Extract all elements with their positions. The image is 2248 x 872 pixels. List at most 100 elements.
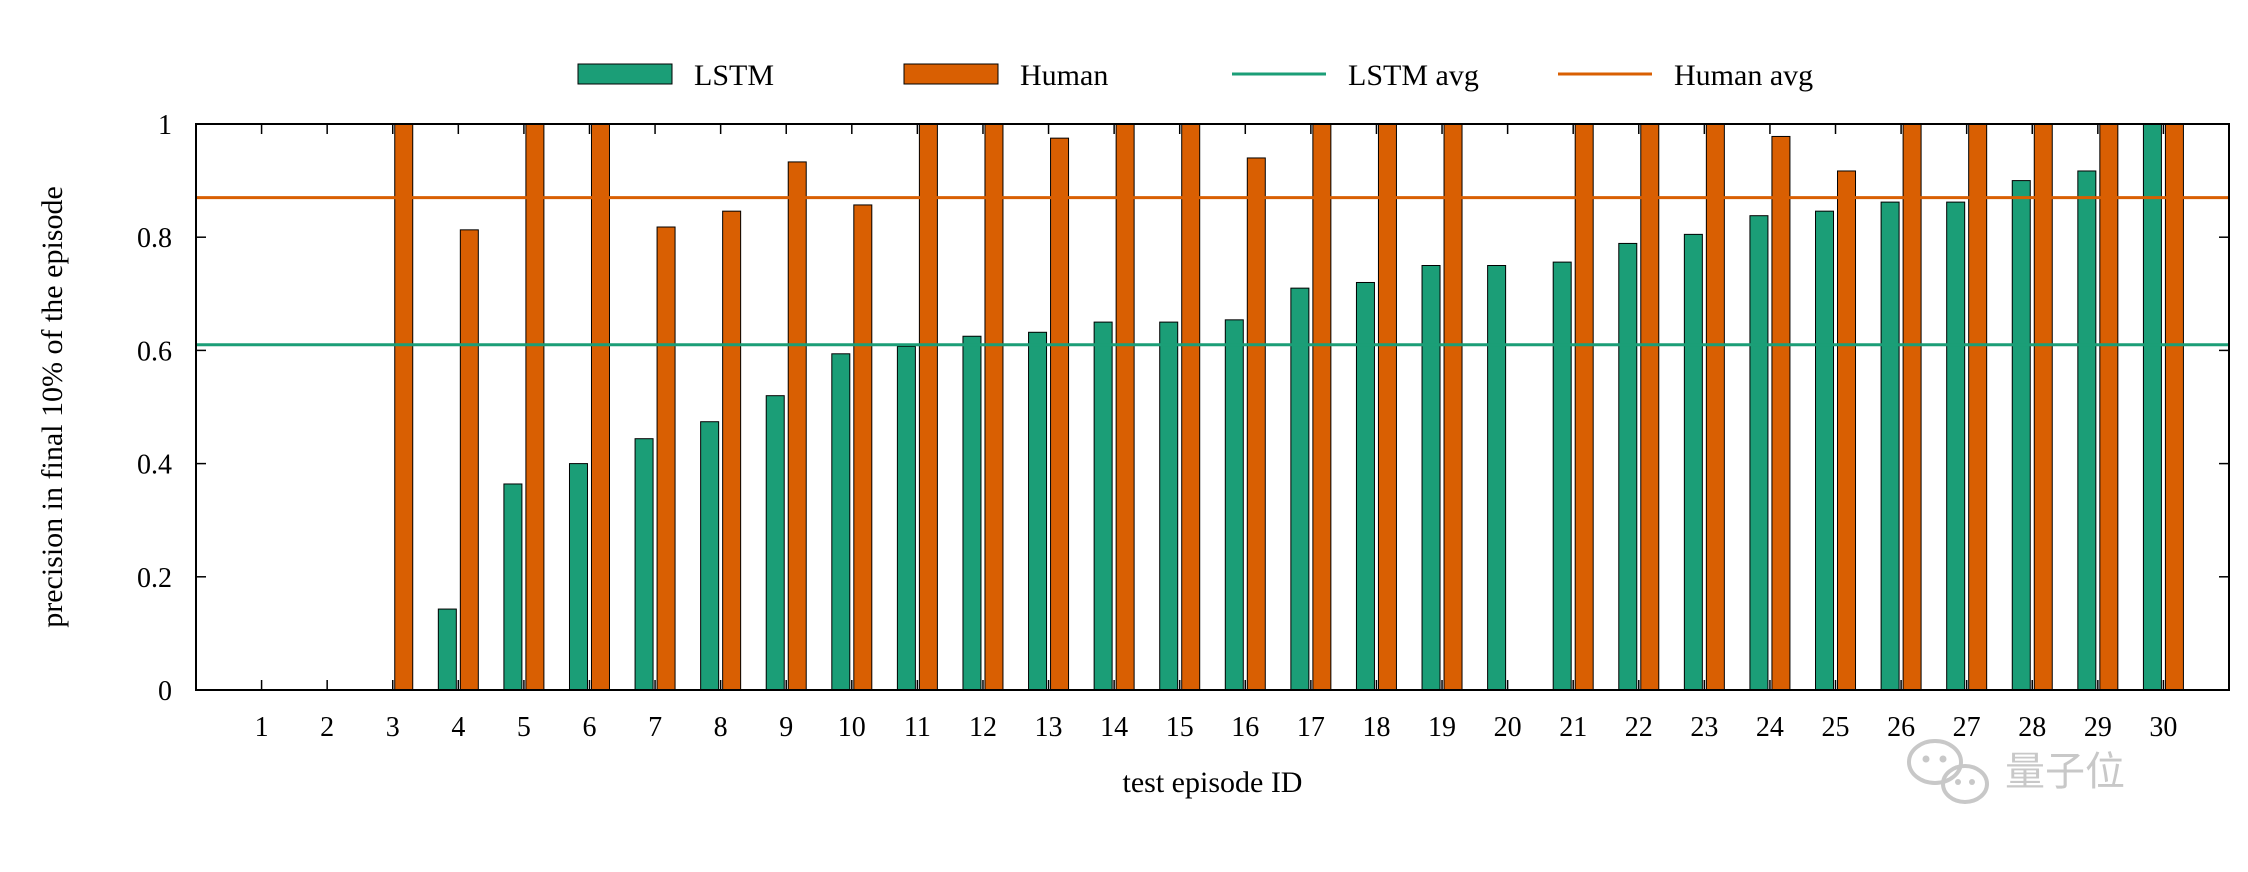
legend: LSTM Human LSTM avg Human avg xyxy=(577,59,1813,92)
bar-lstm-23 xyxy=(1683,233,1703,691)
bar-human-28 xyxy=(2033,123,2053,691)
bar-lstm-16 xyxy=(1224,319,1244,691)
bar-human-22 xyxy=(1640,123,1660,691)
x-tick-label: 3 xyxy=(386,712,400,743)
legend-label-lstm: LSTM xyxy=(694,59,774,92)
x-tick-label: 19 xyxy=(1428,712,1456,743)
bar-lstm-24 xyxy=(1749,215,1769,691)
bar-lstm-19 xyxy=(1421,265,1441,691)
legend-label-human-avg: Human avg xyxy=(1674,59,1813,92)
bar-lstm-27 xyxy=(1946,201,1966,691)
x-tick-label: 1 xyxy=(255,712,269,743)
bar-lstm-12 xyxy=(962,335,982,691)
bar-human-27 xyxy=(1968,123,1988,691)
x-tick-label: 26 xyxy=(1887,712,1915,743)
legend-swatch-human xyxy=(903,63,999,85)
bar-lstm-14 xyxy=(1093,321,1113,691)
bar-human-5 xyxy=(525,123,545,691)
bar-lstm-5 xyxy=(503,483,523,691)
x-tick-label: 8 xyxy=(714,712,728,743)
wechat-icon xyxy=(1907,739,1989,804)
x-tick-label: 13 xyxy=(1035,712,1063,743)
x-tick-label: 15 xyxy=(1166,712,1194,743)
y-tick-label: 0.2 xyxy=(137,563,172,594)
y-tick-label: 0.6 xyxy=(137,336,172,367)
y-tick-label: 0.8 xyxy=(137,223,172,254)
bar-human-6 xyxy=(590,123,610,691)
bar-lstm-28 xyxy=(2011,180,2031,691)
bar-human-24 xyxy=(1771,135,1791,691)
x-tick-label: 2 xyxy=(320,712,334,743)
watermark: 量子位 xyxy=(1907,739,2125,804)
bar-human-8 xyxy=(722,210,742,691)
bar-human-4 xyxy=(459,229,479,691)
bar-human-3 xyxy=(394,123,414,691)
x-tick-label: 5 xyxy=(517,712,531,743)
ticks-group: 1 2 3 4 5 6 7 8 9 10 11 12 13 14 15 16 17 18 19 20 21 22 23 24 2… xyxy=(137,110,2229,743)
bar-lstm-30 xyxy=(2142,123,2162,691)
bar-human-14 xyxy=(1115,123,1135,691)
bar-human-29 xyxy=(2099,123,2119,691)
x-tick-label: 14 xyxy=(1100,712,1128,743)
bars-group xyxy=(394,123,2184,691)
bar-human-10 xyxy=(853,204,873,691)
bar-lstm-15 xyxy=(1159,321,1179,691)
x-tick-label: 10 xyxy=(838,712,866,743)
x-tick-label: 16 xyxy=(1231,712,1259,743)
bar-lstm-17 xyxy=(1290,287,1310,691)
bar-lstm-8 xyxy=(700,421,720,691)
x-tick-label: 27 xyxy=(1953,712,1981,743)
y-tick-label: 0 xyxy=(158,676,172,707)
x-tick-label: 28 xyxy=(2018,712,2046,743)
x-tick-label: 30 xyxy=(2149,712,2177,743)
x-tick-label: 23 xyxy=(1690,712,1718,743)
x-tick-label: 6 xyxy=(582,712,596,743)
x-tick-label: 25 xyxy=(1822,712,1850,743)
bar-human-17 xyxy=(1312,123,1332,691)
x-tick-label: 21 xyxy=(1559,712,1587,743)
x-tick-label: 17 xyxy=(1297,712,1325,743)
bar-lstm-9 xyxy=(765,395,785,691)
bar-human-9 xyxy=(787,161,807,691)
legend-label-human: Human xyxy=(1020,59,1108,92)
bar-lstm-26 xyxy=(1880,201,1900,691)
y-tick-label: 1 xyxy=(158,110,172,141)
x-tick-label: 29 xyxy=(2084,712,2112,743)
bar-lstm-21 xyxy=(1552,261,1572,691)
y-tick-label: 0.4 xyxy=(137,450,172,481)
x-tick-label: 11 xyxy=(904,712,931,743)
bar-human-25 xyxy=(1837,170,1857,691)
y-axis-title: precision in final 10% of the episode xyxy=(36,186,69,628)
x-tick-label: 22 xyxy=(1625,712,1653,743)
bar-lstm-4 xyxy=(437,608,457,691)
x-tick-label: 12 xyxy=(969,712,997,743)
x-tick-label: 9 xyxy=(779,712,793,743)
bar-lstm-11 xyxy=(896,345,916,691)
bar-human-26 xyxy=(1902,123,1922,691)
bar-human-19 xyxy=(1443,123,1463,691)
bar-human-16 xyxy=(1246,157,1266,691)
bar-human-7 xyxy=(656,226,676,691)
bar-lstm-6 xyxy=(568,463,588,691)
bar-human-18 xyxy=(1377,123,1397,691)
bar-human-21 xyxy=(1574,123,1594,691)
bar-lstm-7 xyxy=(634,438,654,691)
bar-lstm-22 xyxy=(1618,242,1638,691)
bar-human-12 xyxy=(984,123,1004,691)
plot-frame xyxy=(195,123,2230,691)
bar-human-15 xyxy=(1181,123,1201,691)
avg-lines-group xyxy=(196,196,2229,347)
legend-swatch-lstm xyxy=(577,63,673,85)
bar-human-13 xyxy=(1050,137,1070,691)
x-tick-label: 7 xyxy=(648,712,662,743)
x-axis-title: test episode ID xyxy=(1123,766,1303,799)
legend-label-lstm-avg: LSTM avg xyxy=(1348,59,1479,92)
bar-human-23 xyxy=(1705,123,1725,691)
bar-lstm-13 xyxy=(1028,331,1048,691)
bar-lstm-29 xyxy=(2077,170,2097,691)
bar-lstm-25 xyxy=(1815,210,1835,691)
watermark-text: 量子位 xyxy=(2005,749,2125,795)
x-tick-label: 20 xyxy=(1494,712,1522,743)
bar-lstm-10 xyxy=(831,353,851,691)
